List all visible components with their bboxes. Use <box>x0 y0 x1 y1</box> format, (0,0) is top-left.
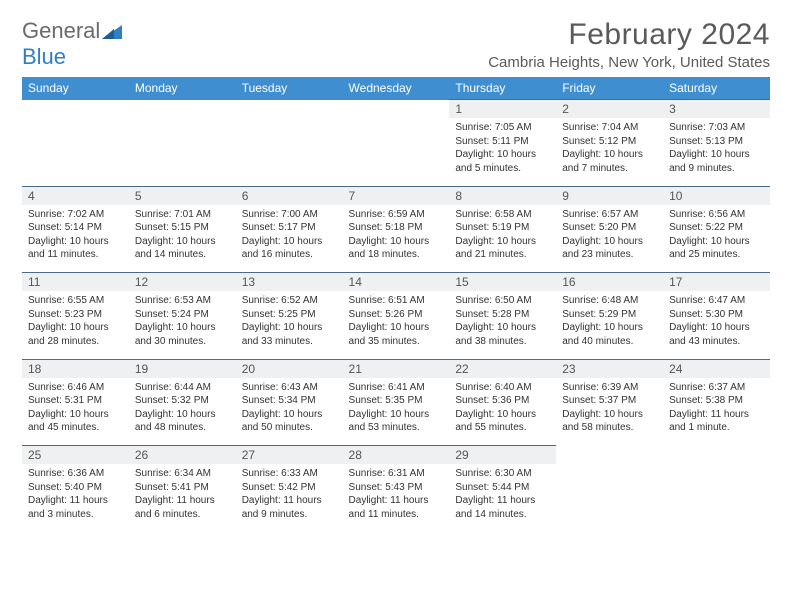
day-header: Wednesday <box>343 77 450 100</box>
day-number: 17 <box>663 273 770 292</box>
day-header: Sunday <box>22 77 129 100</box>
day-detail: Sunrise: 6:51 AMSunset: 5:26 PMDaylight:… <box>343 291 450 359</box>
daynum-row: 45678910 <box>22 186 770 205</box>
day-detail <box>22 118 129 186</box>
day-detail: Sunrise: 6:44 AMSunset: 5:32 PMDaylight:… <box>129 378 236 446</box>
day-number: 20 <box>236 359 343 378</box>
day-detail: Sunrise: 6:31 AMSunset: 5:43 PMDaylight:… <box>343 464 450 532</box>
day-number: 5 <box>129 186 236 205</box>
day-detail: Sunrise: 6:56 AMSunset: 5:22 PMDaylight:… <box>663 205 770 273</box>
day-number: 27 <box>236 446 343 465</box>
day-number: 14 <box>343 273 450 292</box>
day-number: 21 <box>343 359 450 378</box>
day-header: Thursday <box>449 77 556 100</box>
calendar-table: SundayMondayTuesdayWednesdayThursdayFrid… <box>22 77 770 532</box>
day-detail: Sunrise: 6:47 AMSunset: 5:30 PMDaylight:… <box>663 291 770 359</box>
day-detail: Sunrise: 6:48 AMSunset: 5:29 PMDaylight:… <box>556 291 663 359</box>
day-detail: Sunrise: 7:05 AMSunset: 5:11 PMDaylight:… <box>449 118 556 186</box>
detail-row: Sunrise: 6:55 AMSunset: 5:23 PMDaylight:… <box>22 291 770 359</box>
logo-text-2: Blue <box>22 44 66 70</box>
day-detail: Sunrise: 6:46 AMSunset: 5:31 PMDaylight:… <box>22 378 129 446</box>
day-detail: Sunrise: 6:43 AMSunset: 5:34 PMDaylight:… <box>236 378 343 446</box>
day-header: Tuesday <box>236 77 343 100</box>
day-detail: Sunrise: 7:03 AMSunset: 5:13 PMDaylight:… <box>663 118 770 186</box>
day-number: 2 <box>556 100 663 119</box>
day-detail <box>236 118 343 186</box>
daynum-row: 2526272829 <box>22 446 770 465</box>
day-number: 4 <box>22 186 129 205</box>
location: Cambria Heights, New York, United States <box>488 54 770 71</box>
day-number <box>663 446 770 465</box>
day-number <box>22 100 129 119</box>
detail-row: Sunrise: 6:46 AMSunset: 5:31 PMDaylight:… <box>22 378 770 446</box>
day-number: 24 <box>663 359 770 378</box>
day-detail: Sunrise: 6:52 AMSunset: 5:25 PMDaylight:… <box>236 291 343 359</box>
logo-icon <box>102 23 122 39</box>
day-detail: Sunrise: 6:40 AMSunset: 5:36 PMDaylight:… <box>449 378 556 446</box>
day-number: 12 <box>129 273 236 292</box>
day-number: 11 <box>22 273 129 292</box>
detail-row: Sunrise: 6:36 AMSunset: 5:40 PMDaylight:… <box>22 464 770 532</box>
day-detail: Sunrise: 6:41 AMSunset: 5:35 PMDaylight:… <box>343 378 450 446</box>
logo: General <box>22 18 124 44</box>
day-number: 1 <box>449 100 556 119</box>
day-detail: Sunrise: 6:34 AMSunset: 5:41 PMDaylight:… <box>129 464 236 532</box>
day-header: Friday <box>556 77 663 100</box>
day-number: 3 <box>663 100 770 119</box>
day-number: 7 <box>343 186 450 205</box>
day-header-row: SundayMondayTuesdayWednesdayThursdayFrid… <box>22 77 770 100</box>
day-detail: Sunrise: 6:55 AMSunset: 5:23 PMDaylight:… <box>22 291 129 359</box>
day-detail: Sunrise: 6:57 AMSunset: 5:20 PMDaylight:… <box>556 205 663 273</box>
day-number <box>556 446 663 465</box>
day-number <box>343 100 450 119</box>
detail-row: Sunrise: 7:02 AMSunset: 5:14 PMDaylight:… <box>22 205 770 273</box>
day-number: 6 <box>236 186 343 205</box>
day-detail: Sunrise: 6:53 AMSunset: 5:24 PMDaylight:… <box>129 291 236 359</box>
title-block: February 2024 Cambria Heights, New York,… <box>488 18 770 71</box>
day-detail: Sunrise: 7:04 AMSunset: 5:12 PMDaylight:… <box>556 118 663 186</box>
day-detail: Sunrise: 7:02 AMSunset: 5:14 PMDaylight:… <box>22 205 129 273</box>
day-detail: Sunrise: 6:58 AMSunset: 5:19 PMDaylight:… <box>449 205 556 273</box>
day-detail <box>556 464 663 532</box>
header: General February 2024 Cambria Heights, N… <box>22 18 770 71</box>
month-title: February 2024 <box>488 18 770 52</box>
day-detail: Sunrise: 6:37 AMSunset: 5:38 PMDaylight:… <box>663 378 770 446</box>
day-header: Saturday <box>663 77 770 100</box>
day-detail: Sunrise: 6:39 AMSunset: 5:37 PMDaylight:… <box>556 378 663 446</box>
day-detail <box>129 118 236 186</box>
day-number <box>129 100 236 119</box>
day-number: 15 <box>449 273 556 292</box>
day-number: 9 <box>556 186 663 205</box>
daynum-row: 123 <box>22 100 770 119</box>
detail-row: Sunrise: 7:05 AMSunset: 5:11 PMDaylight:… <box>22 118 770 186</box>
day-number: 22 <box>449 359 556 378</box>
day-detail: Sunrise: 6:36 AMSunset: 5:40 PMDaylight:… <box>22 464 129 532</box>
day-detail: Sunrise: 6:30 AMSunset: 5:44 PMDaylight:… <box>449 464 556 532</box>
day-detail <box>343 118 450 186</box>
day-number: 18 <box>22 359 129 378</box>
day-number: 23 <box>556 359 663 378</box>
day-detail <box>663 464 770 532</box>
day-number: 25 <box>22 446 129 465</box>
day-number: 28 <box>343 446 450 465</box>
day-number: 16 <box>556 273 663 292</box>
day-detail: Sunrise: 7:01 AMSunset: 5:15 PMDaylight:… <box>129 205 236 273</box>
day-detail: Sunrise: 6:50 AMSunset: 5:28 PMDaylight:… <box>449 291 556 359</box>
logo-text-1: General <box>22 18 100 44</box>
daynum-row: 18192021222324 <box>22 359 770 378</box>
day-number: 13 <box>236 273 343 292</box>
day-detail: Sunrise: 6:33 AMSunset: 5:42 PMDaylight:… <box>236 464 343 532</box>
day-header: Monday <box>129 77 236 100</box>
day-number <box>236 100 343 119</box>
day-number: 10 <box>663 186 770 205</box>
day-number: 29 <box>449 446 556 465</box>
day-number: 8 <box>449 186 556 205</box>
day-number: 19 <box>129 359 236 378</box>
daynum-row: 11121314151617 <box>22 273 770 292</box>
day-detail: Sunrise: 6:59 AMSunset: 5:18 PMDaylight:… <box>343 205 450 273</box>
day-number: 26 <box>129 446 236 465</box>
day-detail: Sunrise: 7:00 AMSunset: 5:17 PMDaylight:… <box>236 205 343 273</box>
